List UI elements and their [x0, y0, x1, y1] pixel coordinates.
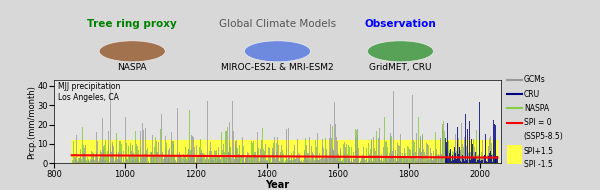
Text: SPI -1.5: SPI -1.5 — [524, 160, 553, 169]
X-axis label: Year: Year — [265, 180, 290, 190]
Text: Global Climate Models: Global Climate Models — [219, 19, 336, 29]
Text: Observation: Observation — [365, 19, 436, 29]
Text: (SSP5-8.5): (SSP5-8.5) — [524, 132, 563, 141]
Text: MIROC-ES2L & MRI-ESM2: MIROC-ES2L & MRI-ESM2 — [221, 63, 334, 72]
Text: CRU: CRU — [524, 89, 540, 99]
Text: NASPA: NASPA — [524, 104, 549, 113]
Text: NASPA: NASPA — [118, 63, 147, 72]
Y-axis label: Prcp.(mm/month): Prcp.(mm/month) — [27, 85, 36, 158]
Text: SPI+1.5: SPI+1.5 — [524, 146, 554, 156]
Text: SPI = 0: SPI = 0 — [524, 118, 551, 127]
Text: GCMs: GCMs — [524, 75, 545, 84]
Text: GridMET, CRU: GridMET, CRU — [369, 63, 431, 72]
Text: Tree ring proxy: Tree ring proxy — [88, 19, 177, 29]
Text: MJJ precipitation
Los Angeles, CA: MJJ precipitation Los Angeles, CA — [58, 82, 121, 102]
